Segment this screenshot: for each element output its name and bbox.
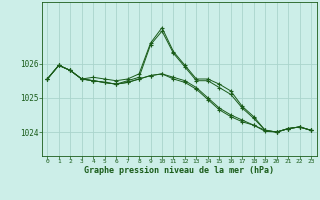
X-axis label: Graphe pression niveau de la mer (hPa): Graphe pression niveau de la mer (hPa) [84,166,274,175]
